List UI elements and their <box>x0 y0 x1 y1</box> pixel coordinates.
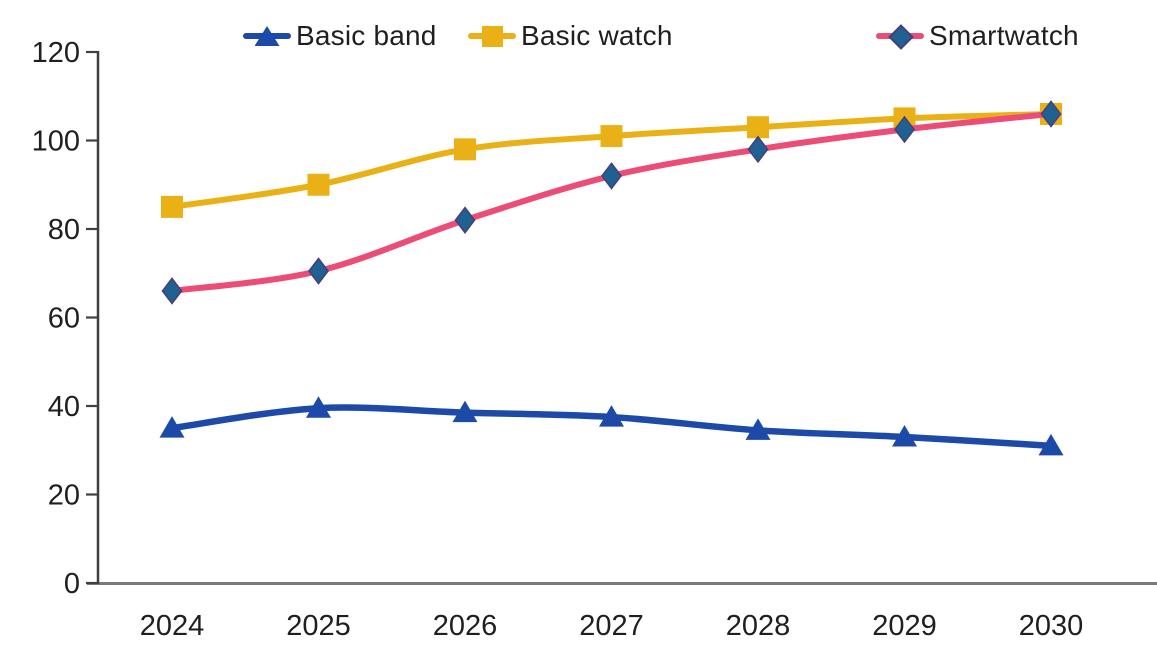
y-tick-label: 60 <box>48 303 80 335</box>
chart-legend: Basic band Basic watch Smartwatch <box>0 0 1157 62</box>
basic-band-legend-swatch <box>243 22 291 50</box>
y-tick-label: 0 <box>64 568 80 600</box>
y-tick-label: 120 <box>32 37 80 69</box>
y-tick-label: 80 <box>48 214 80 246</box>
square-marker-icon <box>481 25 503 47</box>
x-tick-label: 2028 <box>726 610 791 642</box>
legend-item-smartwatch: Smartwatch <box>876 16 1079 56</box>
x-tick-label: 2030 <box>1019 610 1084 642</box>
x-tick-label: 2027 <box>579 610 644 642</box>
basic-watch-legend-swatch <box>468 22 516 50</box>
legend-item-basic-band: Basic band <box>243 16 437 56</box>
series-smartwatch <box>161 100 1062 305</box>
y-tick-label: 100 <box>32 126 80 158</box>
x-tick-label: 2025 <box>286 610 351 642</box>
x-tick-labels: 2024 2025 2026 2027 2028 2029 2030 <box>140 610 1084 642</box>
y-tick-label: 40 <box>48 391 80 423</box>
smartwatch-legend-swatch <box>876 22 924 50</box>
legend-item-basic-watch: Basic watch <box>468 16 673 56</box>
series-basic-band <box>159 396 1064 456</box>
x-tick-label: 2029 <box>872 610 937 642</box>
legend-label-smartwatch: Smartwatch <box>929 20 1079 51</box>
y-tick-label: 20 <box>48 480 80 512</box>
diamond-marker-icon <box>888 24 914 50</box>
legend-label-basic-band: Basic band <box>296 20 437 51</box>
series-basic-watch <box>161 102 1062 218</box>
y-axis: 0 20 40 60 80 100 120 <box>32 37 100 600</box>
x-tick-label: 2024 <box>140 610 205 642</box>
legend-label-basic-watch: Basic watch <box>521 20 673 51</box>
x-tick-label: 2026 <box>433 610 498 642</box>
